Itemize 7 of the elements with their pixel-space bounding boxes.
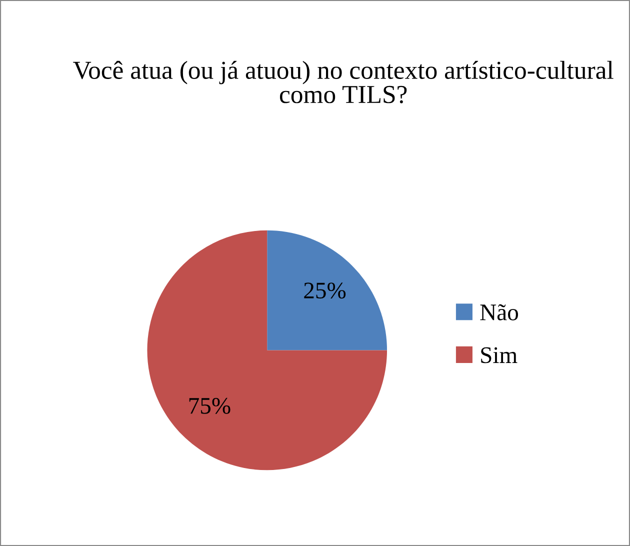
legend-label: Não: [480, 304, 518, 320]
data-label: 25%: [304, 282, 346, 299]
chart-title: Você atua (ou já atuou) no contexto artístico-cultural como TILS?: [73, 60, 614, 104]
data-label: 75%: [189, 398, 230, 414]
pie-slice: [147, 230, 388, 470]
pie-slice: [267, 230, 388, 350]
legend-label: Sim: [481, 347, 518, 364]
